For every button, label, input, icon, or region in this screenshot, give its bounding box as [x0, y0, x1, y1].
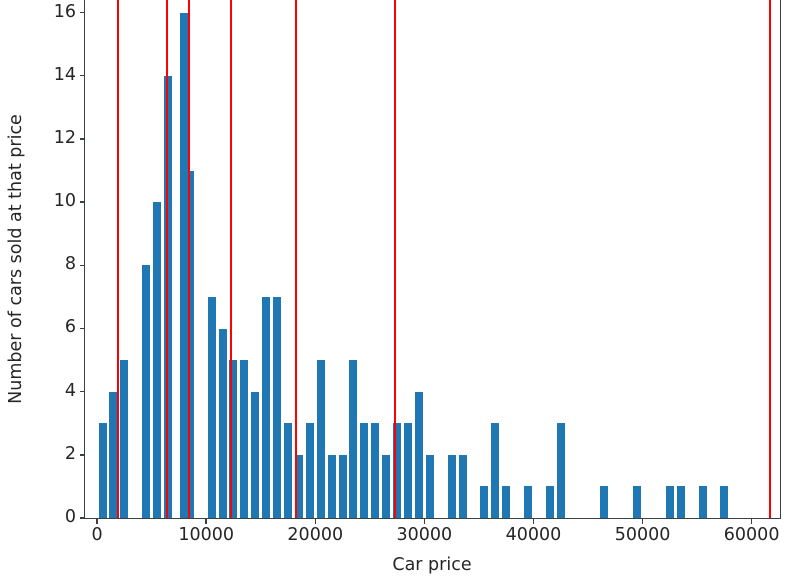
histogram-bar — [294, 454, 303, 518]
x-tick-mark — [314, 519, 316, 524]
y-tick-label: 8 — [64, 254, 76, 275]
threshold-line — [769, 0, 772, 518]
histogram-bar — [480, 486, 489, 518]
y-tick-label: 10 — [53, 191, 76, 212]
x-axis-label: Car price — [392, 555, 472, 575]
x-tick-mark — [641, 519, 644, 524]
threshold-line — [188, 0, 191, 518]
histogram-bar — [665, 486, 674, 518]
y-tick-mark — [80, 201, 84, 203]
threshold-line — [229, 0, 232, 518]
histogram-bar — [283, 423, 293, 518]
histogram-bar — [676, 486, 685, 518]
histogram-bar — [360, 423, 369, 518]
histogram-bar — [153, 202, 162, 518]
histogram-bar — [338, 454, 347, 518]
histogram-bar — [305, 423, 314, 518]
y-tick-label: 16 — [53, 1, 76, 22]
histogram-bar — [382, 454, 391, 518]
x-tick-label: 60000 — [723, 525, 780, 545]
y-tick-label: 6 — [64, 317, 76, 338]
histogram-bar — [491, 423, 500, 518]
histogram-bar — [218, 328, 227, 518]
y-tick-mark — [80, 327, 84, 330]
axis-spine-left — [84, 0, 86, 519]
histogram-bar — [273, 296, 282, 518]
histogram-bar — [698, 486, 707, 518]
x-tick-mark — [96, 519, 98, 524]
histogram-bar — [720, 486, 729, 518]
histogram-bar — [600, 486, 609, 518]
threshold-line — [116, 0, 119, 518]
histogram-bar — [251, 391, 260, 518]
histogram-bar — [142, 265, 151, 518]
histogram-bar — [163, 75, 173, 518]
y-tick-label: 4 — [64, 380, 76, 401]
histogram-bar — [633, 486, 642, 518]
y-tick-label: 2 — [64, 443, 76, 464]
histogram-bar — [371, 423, 380, 518]
histogram-bar — [240, 360, 249, 518]
y-tick-mark — [80, 390, 84, 393]
y-tick-mark — [80, 75, 84, 77]
y-tick-label: 0 — [64, 507, 76, 527]
y-tick-mark — [80, 454, 84, 456]
y-tick-label: 12 — [53, 127, 76, 148]
x-tick-label: 30000 — [396, 525, 453, 545]
x-tick-label: 20000 — [287, 525, 344, 545]
x-tick-mark — [532, 519, 535, 524]
histogram-bar — [229, 360, 238, 518]
y-tick-mark — [80, 264, 84, 266]
x-tick-mark — [423, 519, 426, 524]
histogram-bar — [327, 454, 336, 518]
threshold-line — [394, 0, 397, 518]
axis-spine-bottom — [84, 517, 781, 520]
histogram-bar — [403, 423, 413, 518]
x-tick-mark — [205, 519, 207, 524]
histogram-bar — [98, 423, 107, 518]
y-tick-mark — [80, 517, 84, 519]
histogram-bar — [425, 454, 434, 518]
x-tick-label: 40000 — [505, 525, 562, 545]
histogram-bar — [109, 391, 118, 518]
threshold-line — [294, 0, 297, 518]
histogram-bar — [447, 454, 456, 518]
x-tick-mark — [750, 519, 753, 524]
histogram-bar — [523, 486, 533, 518]
histogram-bar — [545, 486, 554, 518]
threshold-line — [165, 0, 168, 518]
y-tick-label: 14 — [53, 64, 76, 85]
histogram-bar — [207, 296, 216, 518]
histogram-bar — [180, 12, 189, 518]
axis-spine-right — [779, 0, 781, 519]
histogram-bar — [458, 454, 467, 518]
histogram-bar — [262, 296, 271, 518]
histogram-bar — [556, 423, 565, 518]
x-tick-label: 10000 — [178, 525, 234, 545]
y-axis-label: Number of cars sold at that price — [6, 114, 26, 404]
y-tick-mark — [80, 11, 84, 14]
histogram-bar — [393, 423, 402, 518]
histogram-bar — [316, 360, 325, 518]
histogram-bar — [120, 360, 129, 518]
x-tick-label: 0 — [91, 525, 103, 545]
y-tick-mark — [80, 138, 84, 140]
histogram-bar — [502, 486, 511, 518]
histogram-bar — [349, 360, 358, 518]
x-tick-label: 50000 — [614, 525, 671, 545]
histogram-bar — [414, 391, 423, 518]
plot-area — [84, 0, 780, 518]
